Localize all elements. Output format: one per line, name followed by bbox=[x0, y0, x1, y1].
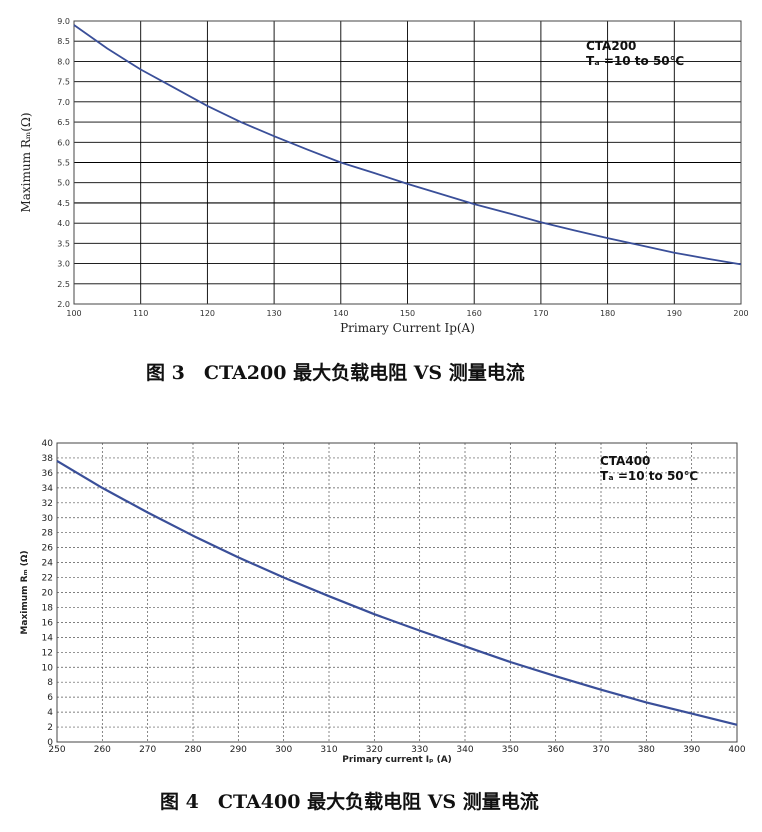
y-tick-label: 16 bbox=[42, 618, 54, 628]
y-tick-label: 0 bbox=[47, 738, 53, 748]
y-tick-label: 20 bbox=[42, 589, 54, 599]
x-tick-label: 370 bbox=[592, 745, 609, 755]
y-tick-label: 3.0 bbox=[57, 260, 70, 269]
y-tick-label: 4.5 bbox=[57, 199, 70, 208]
x-tick-label: 280 bbox=[184, 745, 201, 755]
y-tick-label: 28 bbox=[42, 529, 54, 539]
plot-frame bbox=[73, 20, 742, 305]
x-tick-label: 290 bbox=[230, 745, 247, 755]
x-tick-label: 130 bbox=[266, 309, 281, 318]
x-tick-label: 160 bbox=[467, 309, 482, 318]
y-tick-label: 5.0 bbox=[57, 179, 70, 188]
y-tick-label: 22 bbox=[42, 574, 53, 584]
x-tick-label: 120 bbox=[200, 309, 215, 318]
x-tick-label: 340 bbox=[456, 745, 473, 755]
y-tick-label: 30 bbox=[42, 514, 54, 524]
x-tick-label: 350 bbox=[502, 745, 519, 755]
y-tick-label: 6 bbox=[47, 693, 53, 703]
y-tick-label: 14 bbox=[42, 633, 54, 643]
y-tick-label: 7.0 bbox=[57, 98, 70, 107]
y-tick-label: 36 bbox=[42, 469, 54, 479]
y-tick-label: 34 bbox=[42, 484, 54, 494]
y-tick-label: 24 bbox=[42, 559, 54, 569]
x-tick-label: 140 bbox=[333, 309, 348, 318]
chart-cta400: 250 260 270 280 290 300 310 320 330 340 350 360 370 3… bbox=[20, 439, 746, 765]
x-tick-label: 200 bbox=[733, 309, 748, 318]
x-tick-label: 310 bbox=[320, 745, 337, 755]
y-tick-label: 8.5 bbox=[57, 37, 70, 46]
y-axis-label: Maximum Rₘ (Ω) bbox=[20, 550, 30, 634]
x-tick-label: 180 bbox=[600, 309, 615, 318]
y-tick-label: 32 bbox=[42, 499, 53, 509]
y-tick-label: 12 bbox=[42, 648, 53, 658]
x-tick-label: 190 bbox=[667, 309, 682, 318]
y-tick-label: 4 bbox=[47, 708, 53, 718]
y-tick-label: 7.5 bbox=[57, 78, 70, 87]
x-tick-label: 110 bbox=[133, 309, 148, 318]
plot-frame bbox=[56, 442, 738, 743]
x-tick-label: 390 bbox=[683, 745, 700, 755]
chart-cta200: 100 110 120 130 140 150 160 170 180 190 200 2.0 2.5 3… bbox=[19, 17, 749, 335]
y-tick-label: 2.0 bbox=[57, 300, 70, 309]
y-tick-label: 26 bbox=[42, 544, 54, 554]
x-tick-label: 170 bbox=[533, 309, 548, 318]
x-tick-label: 400 bbox=[728, 745, 745, 755]
x-tick-label: 250 bbox=[48, 745, 65, 755]
x-tick-label: 100 bbox=[66, 309, 81, 318]
y-tick-label: 18 bbox=[42, 603, 54, 613]
y-tick-label: 2.5 bbox=[57, 280, 70, 289]
legend-condition: Tₐ =10 to 50℃ bbox=[600, 469, 698, 483]
x-tick-label: 360 bbox=[547, 745, 564, 755]
y-tick-label: 2 bbox=[47, 723, 53, 733]
y-tick-label: 8 bbox=[47, 678, 53, 688]
x-tick-label: 150 bbox=[400, 309, 415, 318]
legend-title: CTA400 bbox=[600, 454, 650, 468]
y-tick-label: 8.0 bbox=[57, 57, 70, 66]
series-line bbox=[73, 24, 742, 266]
y-tick-label: 6.0 bbox=[57, 138, 70, 147]
y-axis-label: Maximum Rₘ(Ω) bbox=[19, 112, 33, 212]
figure-3-caption: 图 3 CTA200 最大负载电阻 VS 测量电流 bbox=[146, 362, 525, 384]
legend-title: CTA200 bbox=[586, 39, 636, 53]
figure-4-caption: 图 4 CTA400 最大负载电阻 VS 测量电流 bbox=[160, 791, 539, 813]
legend-condition: Tₐ =10 to 50℃ bbox=[586, 54, 684, 68]
x-tick-label: 320 bbox=[366, 745, 383, 755]
x-tick-label: 260 bbox=[94, 745, 111, 755]
x-axis-label: Primary Current Ip(A) bbox=[340, 321, 475, 335]
y-tick-label: 9.0 bbox=[57, 17, 70, 26]
y-tick-label: 10 bbox=[42, 663, 54, 673]
y-tick-label: 4.0 bbox=[57, 219, 70, 228]
y-tick-label: 6.5 bbox=[57, 118, 70, 127]
x-tick-label: 380 bbox=[638, 745, 655, 755]
y-tick-label: 40 bbox=[42, 439, 54, 449]
y-tick-label: 38 bbox=[42, 454, 54, 464]
x-axis-label: Primary current Iₚ (A) bbox=[342, 755, 452, 765]
y-tick-label: 3.5 bbox=[57, 239, 70, 248]
y-tick-label: 5.5 bbox=[57, 159, 70, 168]
x-tick-label: 300 bbox=[275, 745, 292, 755]
series-line bbox=[56, 459, 738, 726]
x-tick-label: 270 bbox=[139, 745, 156, 755]
x-tick-label: 330 bbox=[411, 745, 428, 755]
